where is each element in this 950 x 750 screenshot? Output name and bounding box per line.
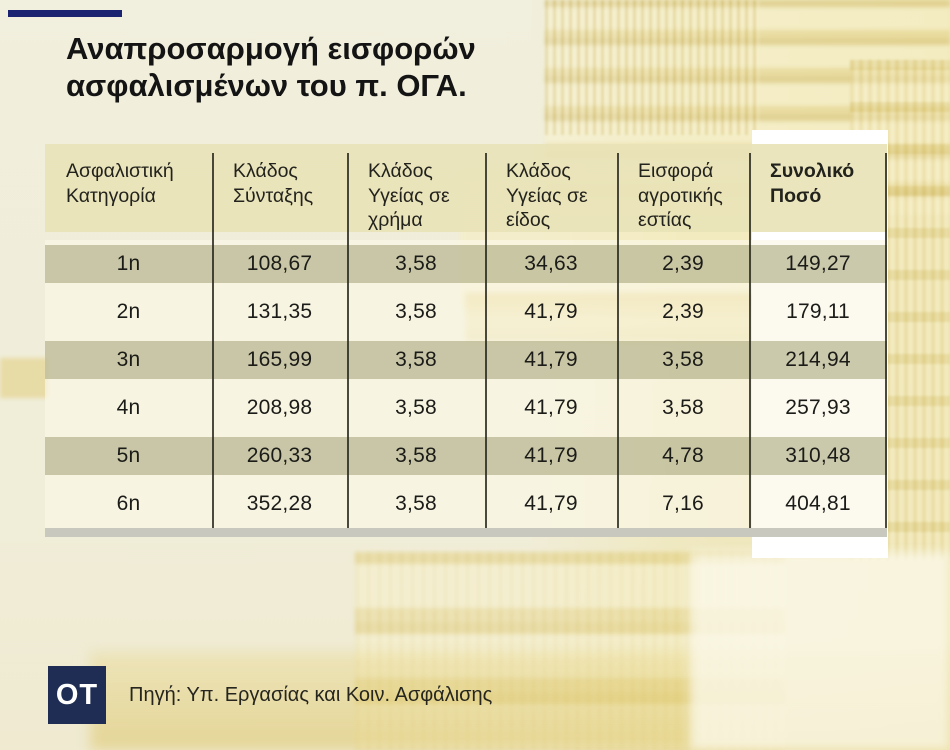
page-title-line-1: Αναπροσαρμογή εισφορών xyxy=(66,31,476,66)
table-cell: 41,79 xyxy=(524,396,578,419)
table-bottom-divider xyxy=(45,528,887,537)
column-divider xyxy=(617,153,619,528)
table-row: 6n 352,28 3,58 41,79 7,16 404,81 xyxy=(45,480,887,528)
column-divider xyxy=(885,153,887,528)
page-title: Αναπροσαρμογή εισφορών ασφαλισμένων του … xyxy=(66,30,586,104)
table-row: 4n 208,98 3,58 41,79 3,58 257,93 xyxy=(45,384,887,432)
ot-logo: OT xyxy=(48,666,106,724)
table-cell: 2,39 xyxy=(662,300,704,323)
total-cell: 179,11 xyxy=(786,300,850,323)
table-cell: 260,33 xyxy=(246,444,313,467)
table-cell: 7,16 xyxy=(662,492,704,515)
column-divider xyxy=(347,153,349,528)
table-cell: 3,58 xyxy=(395,444,437,467)
header-cell-insurance-category: Ασφαλιστική Κατηγορία xyxy=(66,160,174,207)
coin-sliver-left xyxy=(0,358,48,398)
table-cell: 3,58 xyxy=(395,396,437,419)
table-cell: 3,58 xyxy=(395,348,437,371)
header-cell-total-amount: Συνολικό Ποσό xyxy=(770,160,855,207)
total-cell: 257,93 xyxy=(785,396,851,419)
row-category-cell: 6n xyxy=(116,492,141,515)
header-cell-rural-hearth: Εισφορά αγροτικής εστίας xyxy=(638,160,723,231)
row-category-cell: 3n xyxy=(116,348,141,371)
table-cell: 108,67 xyxy=(246,252,313,275)
table-cell: 3,58 xyxy=(395,252,437,275)
column-divider xyxy=(749,153,751,528)
header-cell-health-kind: Κλάδος Υγείας σε είδος xyxy=(506,160,588,231)
row-category-cell: 2n xyxy=(116,300,141,323)
row-category-cell: 1n xyxy=(116,252,141,275)
table-header-row: Ασφαλιστική Κατηγορία Κλάδος Σύνταξης Κλ… xyxy=(45,144,887,232)
table-row: 1n 108,67 3,58 34,63 2,39 149,27 xyxy=(45,240,887,288)
table-cell: 41,79 xyxy=(524,444,578,467)
table-cell: 352,28 xyxy=(246,492,313,515)
table-row: 5n 260,33 3,58 41,79 4,78 310,48 xyxy=(45,432,887,480)
row-category-cell: 5n xyxy=(116,444,141,467)
column-divider xyxy=(212,153,214,528)
total-cell: 404,81 xyxy=(785,492,851,515)
total-cell: 310,48 xyxy=(785,444,851,467)
accent-line xyxy=(8,10,122,17)
table-row: 3n 165,99 3,58 41,79 3,58 214,94 xyxy=(45,336,887,384)
table-cell: 3,58 xyxy=(395,492,437,515)
total-cell: 149,27 xyxy=(785,252,851,275)
coin-pale-bottom-right xyxy=(690,552,950,750)
header-cell-health-cash: Κλάδος Υγείας σε χρήμα xyxy=(368,160,450,231)
table-cell: 131,35 xyxy=(246,300,313,323)
table-cell: 165,99 xyxy=(246,348,313,371)
table-cell: 208,98 xyxy=(246,396,313,419)
footer: OT Πηγή: Υπ. Εργασίας και Κοιν. Ασφάλιση… xyxy=(48,666,492,724)
table-body: 1n 108,67 3,58 34,63 2,39 149,27 2n 131,… xyxy=(45,240,887,528)
table-cell: 3,58 xyxy=(662,396,704,419)
table-cell: 3,58 xyxy=(662,348,704,371)
table-cell: 41,79 xyxy=(524,492,578,515)
contributions-table: Ασφαλιστική Κατηγορία Κλάδος Σύνταξης Κλ… xyxy=(45,144,887,537)
table-row: 2n 131,35 3,58 41,79 2,39 179,11 xyxy=(45,288,887,336)
column-divider xyxy=(485,153,487,528)
table-cell: 2,39 xyxy=(662,252,704,275)
ot-logo-text: OT xyxy=(55,678,99,711)
total-cell: 214,94 xyxy=(785,348,851,371)
header-cell-pension-branch: Κλάδος Σύνταξης xyxy=(233,160,314,207)
table-cell: 3,58 xyxy=(395,300,437,323)
row-category-cell: 4n xyxy=(116,396,141,419)
table-cell: 41,79 xyxy=(524,348,578,371)
table-cell: 41,79 xyxy=(524,300,578,323)
page-title-line-2: ασφαλισμένων του π. ΟΓΑ. xyxy=(66,68,467,103)
source-text: Πηγή: Υπ. Εργασίας και Κοιν. Ασφάλισης xyxy=(129,683,493,706)
table-cell: 4,78 xyxy=(662,444,704,467)
table-cell: 34,63 xyxy=(524,252,578,275)
